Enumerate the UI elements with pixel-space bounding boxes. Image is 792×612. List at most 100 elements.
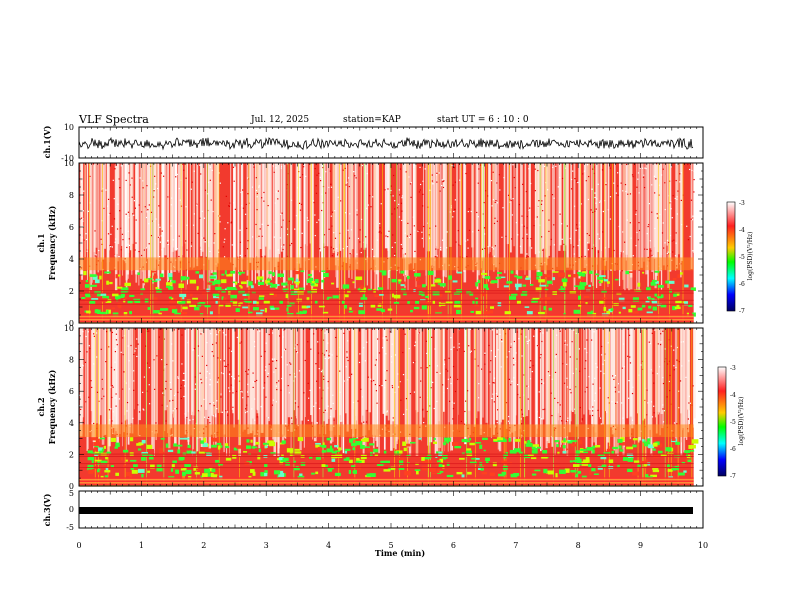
spec-speckle <box>81 217 83 219</box>
spec-lowband <box>208 467 213 472</box>
spec-speckle <box>268 333 270 336</box>
spec-streak <box>546 163 548 266</box>
spec-speckle <box>134 350 136 352</box>
spec-speckle <box>334 237 337 239</box>
spec-speckle <box>93 333 95 335</box>
spec-lowband <box>294 448 301 451</box>
spec-lowband <box>532 297 540 300</box>
spec-speckle <box>354 175 356 177</box>
spec-speckle <box>150 211 153 213</box>
spec-lowband <box>318 305 325 308</box>
spec-speckle <box>687 418 689 420</box>
spec-speckle <box>521 409 523 411</box>
spec-lowband <box>564 468 570 473</box>
spec-lowband <box>439 458 444 463</box>
spec-lowband <box>395 450 403 455</box>
spec-lowband <box>89 300 96 305</box>
spec-lowband <box>166 282 173 286</box>
spec-speckle <box>256 416 258 418</box>
spec-speckle <box>348 376 350 378</box>
spec-lowband <box>87 450 93 454</box>
spec-lowband <box>516 300 521 304</box>
spec-speckle <box>563 243 565 245</box>
spec-speckle <box>272 399 274 401</box>
spec-lowband <box>603 452 611 454</box>
spec-speckle <box>621 367 623 369</box>
spec-speckle <box>632 386 634 388</box>
spec-speckle <box>152 196 155 198</box>
x-tick-label: 2 <box>201 541 206 550</box>
spec-speckle <box>345 366 347 368</box>
spec-lowband <box>469 461 477 465</box>
spec-speckle <box>442 180 444 183</box>
spec-speckle <box>197 232 199 235</box>
spec-lowband <box>502 439 507 443</box>
spec-speckle <box>651 416 654 418</box>
spec-speckle <box>601 354 603 356</box>
spec-speckle <box>514 187 516 189</box>
spec-speckle <box>233 202 235 204</box>
spec-speckle <box>619 253 621 255</box>
spec-speckle <box>670 166 672 168</box>
spec-speckle <box>435 225 437 227</box>
spec-speckle <box>617 383 619 385</box>
spec-speckle <box>165 420 167 422</box>
spec-speckle <box>488 344 490 347</box>
spec-speckle <box>496 422 498 424</box>
spec-speckle <box>611 401 613 403</box>
spec-streak <box>397 163 399 267</box>
spec-lowband <box>599 300 604 304</box>
spec-speckle <box>484 352 486 354</box>
spec-line <box>643 328 645 486</box>
spec-speckle <box>636 186 638 188</box>
spec-speckle <box>101 388 104 390</box>
spec-speckle <box>329 416 332 418</box>
spec-lowband <box>537 311 545 315</box>
spec-speckle <box>216 400 218 402</box>
spec-speckle <box>194 388 196 390</box>
spec-streak <box>614 163 616 265</box>
spec-streak <box>370 163 373 290</box>
spec-line <box>486 163 488 323</box>
spec-speckle <box>203 217 206 219</box>
spec-lowband <box>398 280 401 284</box>
spec-speckle <box>279 237 281 239</box>
spec-streak <box>391 328 395 422</box>
spec-speckle <box>135 219 137 221</box>
spec-streak <box>89 163 92 274</box>
spec-speckle <box>649 342 652 345</box>
spec-lowband <box>165 443 169 448</box>
spec-lowband <box>558 272 565 277</box>
spec-lowband <box>475 310 481 316</box>
spec-speckle <box>494 245 496 247</box>
spec-speckle <box>554 397 556 400</box>
spec-speckle <box>676 346 679 349</box>
spec-speckle <box>170 388 172 390</box>
spec-speckle <box>575 368 577 370</box>
spec-speckle <box>538 251 541 253</box>
spec-speckle <box>331 225 333 227</box>
spec-speckle <box>409 183 412 185</box>
spec-speckle <box>515 352 517 354</box>
spec-streak <box>423 328 425 418</box>
spec-streak <box>590 163 592 283</box>
spec-speckle <box>493 222 496 225</box>
spec-speckle <box>79 405 81 407</box>
spec-speckle <box>436 371 438 374</box>
spec-speckle <box>542 249 544 251</box>
spec-speckle <box>239 390 241 392</box>
spec-speckle <box>427 397 429 399</box>
spec-speckle <box>219 329 221 332</box>
spec-speckle <box>242 189 244 191</box>
spec-lowband <box>652 467 659 470</box>
spec-speckle <box>85 335 87 338</box>
spec-lowband <box>672 306 677 311</box>
spec-speckle <box>294 376 296 378</box>
spec-speckle <box>650 369 652 371</box>
spec-speckle <box>526 215 528 218</box>
spec-streak <box>605 163 607 262</box>
spec-lowband <box>474 304 480 307</box>
spec-speckle <box>290 199 293 201</box>
spec-lowband <box>178 283 185 289</box>
spec-lowband <box>529 283 534 286</box>
